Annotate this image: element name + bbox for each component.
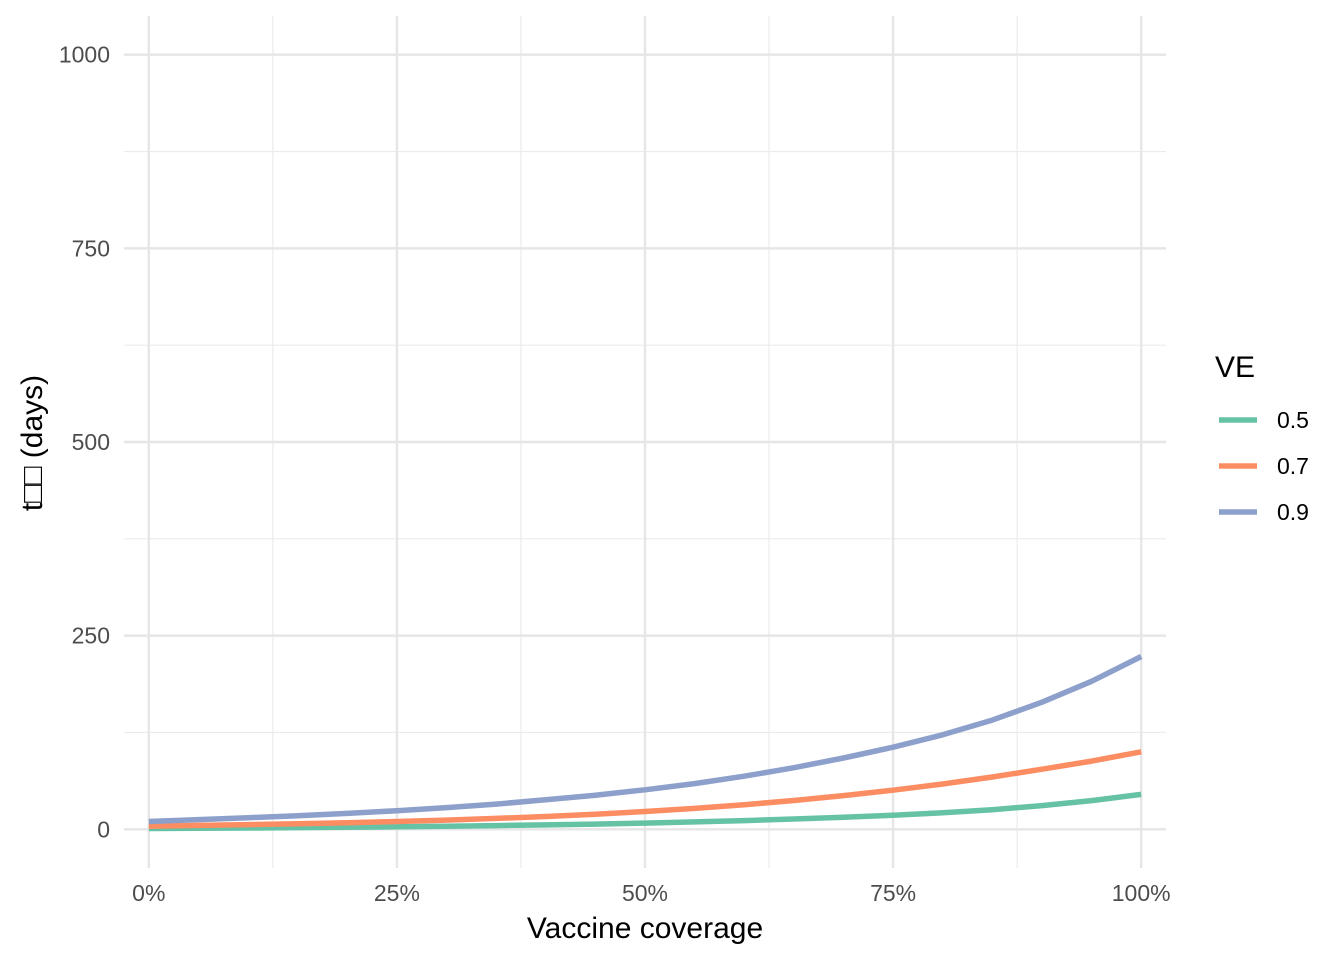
x-axis-label: Vaccine coverage <box>527 912 763 945</box>
x-tick-label: 25% <box>374 880 420 906</box>
x-axis-tick-labels: 0% 25% 50% 75% 100% <box>132 880 1170 906</box>
series-line-0-5 <box>148 791 1142 832</box>
legend-label: 0.5 <box>1277 407 1309 433</box>
legend-items: 0.5 0.7 0.9 <box>1219 407 1309 525</box>
legend-title: VE <box>1215 351 1255 384</box>
legend: VE 0.5 0.7 0.9 <box>1215 351 1309 525</box>
y-axis-label: t□□ (days) <box>16 375 49 511</box>
x-tick-label: 100% <box>1112 880 1171 906</box>
x-tick-label: 50% <box>622 880 668 906</box>
y-tick-label: 0 <box>97 816 110 842</box>
series-line-0-7 <box>148 749 1142 829</box>
series-lines <box>148 654 1143 832</box>
legend-label: 0.9 <box>1277 499 1309 525</box>
major-gridlines <box>124 16 1166 868</box>
series-line-0-9 <box>148 654 1143 825</box>
y-tick-label: 500 <box>72 429 110 455</box>
y-axis-tick-labels: 0 250 500 750 1000 <box>59 42 110 843</box>
y-tick-label: 1000 <box>59 42 110 68</box>
x-tick-label: 75% <box>870 880 916 906</box>
legend-label: 0.7 <box>1277 453 1309 479</box>
x-tick-label: 0% <box>132 880 165 906</box>
y-tick-label: 250 <box>72 623 110 649</box>
y-tick-label: 750 <box>72 235 110 261</box>
